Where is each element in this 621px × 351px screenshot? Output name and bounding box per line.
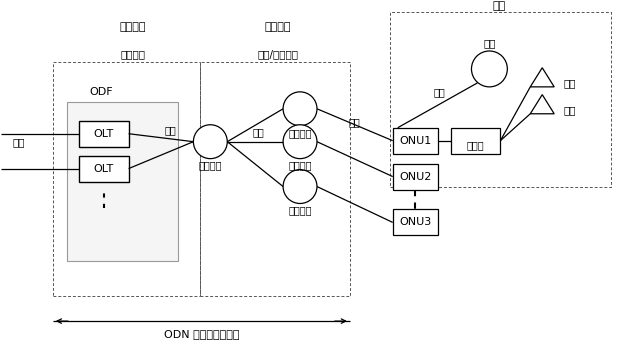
Bar: [451, 128, 501, 154]
Bar: [390, 12, 611, 186]
Text: 光纤: 光纤: [165, 125, 176, 135]
Circle shape: [283, 125, 317, 159]
Text: 电脑: 电脑: [564, 105, 576, 115]
Bar: [392, 210, 438, 236]
Text: 光纤: 光纤: [252, 127, 264, 137]
Text: OLT: OLT: [94, 164, 114, 174]
Text: 光分路器: 光分路器: [288, 128, 312, 138]
Text: 用户: 用户: [492, 1, 506, 11]
Polygon shape: [530, 95, 554, 114]
Text: 电缆: 电缆: [433, 87, 445, 97]
Text: 光分路器: 光分路器: [199, 161, 222, 171]
Text: ONU3: ONU3: [399, 217, 431, 227]
Circle shape: [283, 170, 317, 204]
Text: 路由器: 路由器: [466, 140, 484, 150]
Text: 光分路器: 光分路器: [288, 205, 312, 216]
Text: 一级分光: 一级分光: [119, 22, 146, 32]
Text: ONU1: ONU1: [399, 136, 431, 146]
Text: ONU2: ONU2: [399, 172, 432, 181]
Text: 电脑: 电脑: [564, 78, 576, 88]
Polygon shape: [530, 68, 554, 87]
Bar: [67, 102, 178, 261]
Bar: [79, 121, 129, 147]
Text: 光纤: 光纤: [12, 137, 25, 147]
Text: ODF: ODF: [89, 87, 112, 97]
Bar: [79, 155, 129, 181]
Text: 电话: 电话: [483, 38, 496, 48]
Text: 通信机房: 通信机房: [120, 49, 145, 59]
Circle shape: [193, 125, 227, 159]
Text: ODN 光网络节点分布: ODN 光网络节点分布: [163, 329, 239, 339]
Text: 二级分光: 二级分光: [265, 22, 291, 32]
Text: 光分路器: 光分路器: [288, 161, 312, 171]
Circle shape: [283, 92, 317, 126]
Bar: [392, 128, 438, 154]
Bar: [392, 164, 438, 190]
Bar: [53, 62, 201, 296]
Text: OLT: OLT: [94, 129, 114, 139]
Text: 光纤: 光纤: [349, 117, 361, 127]
Circle shape: [471, 51, 507, 87]
Text: 室外/内交接箱: 室外/内交接箱: [258, 49, 299, 59]
Bar: [201, 62, 350, 296]
